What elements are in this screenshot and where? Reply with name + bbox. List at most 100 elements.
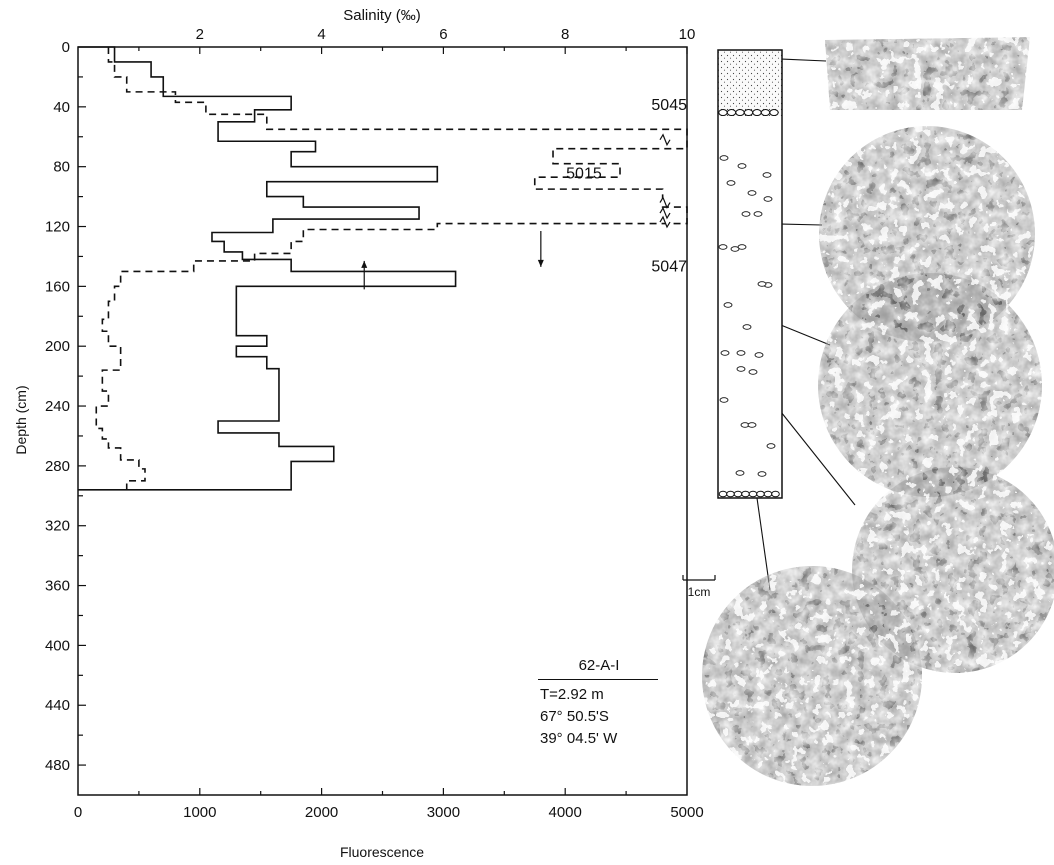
arrow-down-icon xyxy=(537,259,544,267)
fluorescence-tick-label: 4000 xyxy=(549,804,582,821)
core-inclusion xyxy=(735,109,745,117)
annotation-layer: 5045 5015 5047 xyxy=(361,97,687,290)
core-inclusion xyxy=(726,490,735,498)
core-sample-diagram: 1cm xyxy=(682,49,856,599)
core-inclusion xyxy=(736,366,746,372)
scale-bar-label: 1cm xyxy=(688,585,711,599)
fluorescence-tick-label: 5000 xyxy=(670,804,703,821)
core-inclusion xyxy=(726,180,736,186)
depth-tick-label: 360 xyxy=(45,578,70,595)
salinity-axis-label: Salinity (‰) xyxy=(343,7,421,24)
thin-section-photos xyxy=(702,37,1054,786)
axis-break-mark xyxy=(659,196,671,209)
core-inclusion xyxy=(748,369,758,375)
core-id: 62-A-I xyxy=(538,655,658,680)
core-inclusion xyxy=(733,490,743,498)
core-inclusion xyxy=(756,490,765,498)
core-inclusion xyxy=(737,163,747,169)
core-inclusion xyxy=(726,109,737,117)
fluorescence-tick-label: 1000 xyxy=(183,804,216,821)
core-inclusion xyxy=(735,470,745,476)
core-inclusion xyxy=(730,246,740,252)
axis-break-mark xyxy=(659,133,671,147)
depth-tick-label: 280 xyxy=(45,458,70,475)
depth-tick-label: 400 xyxy=(45,637,70,654)
core-inclusion xyxy=(757,471,767,477)
salinity-tick-label: 6 xyxy=(439,26,447,43)
fluorescence-axis-label: Fluorescence xyxy=(340,844,424,860)
core-inclusion xyxy=(754,352,764,358)
core-inclusion xyxy=(762,172,772,178)
core-top-layer xyxy=(718,50,782,116)
photo-3 xyxy=(818,273,1042,497)
core-longitude: 39° 04.5' W xyxy=(540,730,618,747)
depth-tick-label: 200 xyxy=(45,338,70,355)
core-inclusion xyxy=(719,155,729,161)
core-inclusions xyxy=(718,109,780,498)
core-inclusion xyxy=(720,350,730,356)
core-inclusion xyxy=(760,109,771,117)
depth-axis-label: Depth (cm) xyxy=(13,385,29,454)
photo-link-line xyxy=(756,497,771,591)
core-inclusion xyxy=(723,302,733,308)
photo-link-line xyxy=(781,58,827,62)
photo-5 xyxy=(702,566,922,786)
core-thickness: T=2.92 m xyxy=(540,686,604,703)
series-layer xyxy=(78,46,688,491)
salinity-tick-label: 2 xyxy=(196,26,204,43)
depth-tick-label: 240 xyxy=(45,398,70,415)
fluorescence-tick-label: 3000 xyxy=(427,804,460,821)
depth-tick-label: 40 xyxy=(53,99,70,116)
photo-link-line xyxy=(781,223,823,226)
core-inclusion xyxy=(771,490,780,498)
depth-tick-label: 320 xyxy=(45,518,70,535)
core-inclusion xyxy=(736,350,746,356)
core-inclusion xyxy=(752,109,762,117)
core-inclusion xyxy=(763,490,773,498)
photo-link-lines xyxy=(756,58,856,591)
sample-label: 5047 xyxy=(651,258,687,275)
core-inclusion xyxy=(741,490,750,498)
depth-tick-label: 0 xyxy=(62,39,70,56)
core-inclusion xyxy=(741,211,751,217)
depth-tick-label: 480 xyxy=(45,757,70,774)
core-inclusion xyxy=(718,109,728,117)
core-inclusion xyxy=(718,244,728,250)
arrow-up-icon xyxy=(361,260,368,268)
core-info-box: 62-A-I T=2.92 m 67° 50.5'S 39° 04.5' W xyxy=(538,655,658,750)
salinity-tick-label: 4 xyxy=(317,26,325,43)
core-inclusion xyxy=(747,422,757,428)
core-inclusion xyxy=(753,211,763,217)
core-inclusion xyxy=(766,443,776,449)
sample-label: 5015 xyxy=(566,166,602,183)
scale-bar: 1cm xyxy=(682,575,716,599)
core-outline xyxy=(717,49,783,499)
core-inclusion xyxy=(763,196,773,202)
depth-tick-label: 80 xyxy=(53,159,70,176)
core-latitude: 67° 50.5'S xyxy=(540,708,609,725)
depth-axis-ticks: 0 40 80 120 160 200 240 280 320 360 400 440 480 xyxy=(45,39,86,774)
photo-link-line xyxy=(781,324,831,346)
salinity-tick-label: 8 xyxy=(561,26,569,43)
fluorescence-axis-ticks: 0 1000 2000 3000 4000 5000 xyxy=(74,788,704,821)
core-inclusion xyxy=(719,397,729,403)
core-inclusion xyxy=(757,281,767,287)
core-inclusion xyxy=(769,109,779,117)
core-inclusion xyxy=(743,109,754,117)
fluorescence-profile-line xyxy=(78,46,457,491)
fluorescence-tick-label: 2000 xyxy=(305,804,338,821)
fluorescence-tick-label: 0 xyxy=(74,804,82,821)
core-inclusion xyxy=(742,324,752,330)
salinity-tick-label: 10 xyxy=(679,26,696,43)
photo-1 xyxy=(825,37,1030,110)
depth-tick-label: 160 xyxy=(45,278,70,295)
axis-break-mark xyxy=(659,206,671,220)
photo-link-line xyxy=(781,412,856,506)
depth-profile-chart: 2 4 6 8 10 0 1000 2000 3000 4000 5000 0 40 80 120 160… xyxy=(13,7,704,860)
salinity-profile-line xyxy=(95,47,688,490)
sample-label: 5045 xyxy=(651,97,687,114)
depth-tick-label: 120 xyxy=(45,219,70,236)
core-inclusion xyxy=(747,190,757,196)
core-inclusion xyxy=(718,490,728,498)
